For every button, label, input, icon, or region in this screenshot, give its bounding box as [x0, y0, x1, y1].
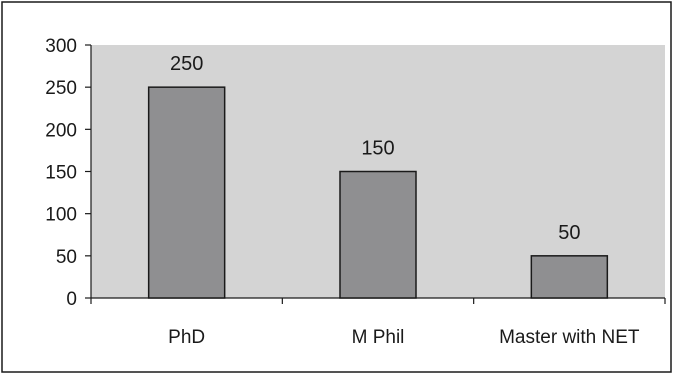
y-tick-label: 250: [45, 78, 77, 99]
data-labels-group: 250 150 50: [170, 53, 580, 244]
data-label: 50: [558, 222, 580, 244]
data-label: 150: [361, 138, 394, 160]
bar-phd: [147, 86, 226, 299]
bars-group: [147, 86, 609, 299]
y-tick-label: 200: [45, 120, 77, 141]
category-labels-group: PhD M Phil Master with NET: [168, 327, 640, 348]
data-label: 250: [170, 53, 203, 75]
category-label: M Phil: [352, 327, 405, 348]
category-label: Master with NET: [499, 327, 640, 348]
y-tick-label: 0: [66, 289, 77, 310]
bar-m-phil: [339, 170, 417, 299]
y-tick-label: 50: [56, 247, 77, 268]
y-tick-label: 150: [45, 163, 77, 184]
y-tick-label: 100: [45, 205, 77, 226]
y-tick-label: 300: [45, 36, 77, 57]
category-label: PhD: [168, 327, 205, 348]
bar-master-with-net: [530, 255, 609, 299]
y-axis: 0 50 100 150 200 250 300: [45, 36, 92, 310]
